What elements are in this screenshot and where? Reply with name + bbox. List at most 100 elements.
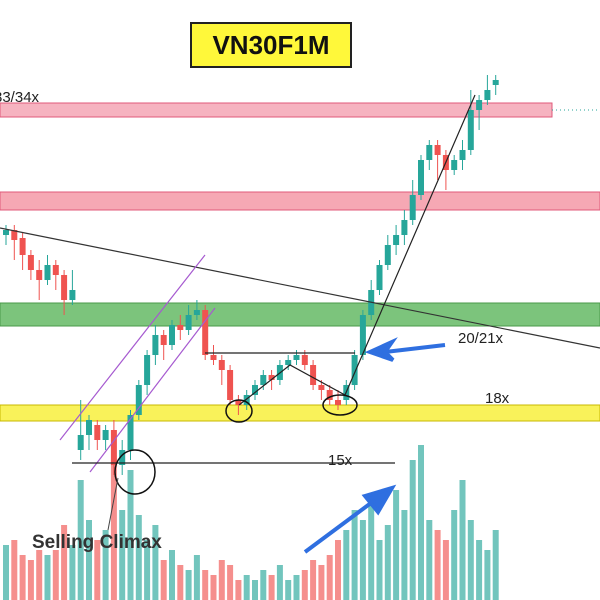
volume-bar (434, 530, 441, 600)
volume-bar (86, 520, 92, 600)
candle-body (318, 385, 325, 390)
candle-body (218, 360, 225, 370)
support-zone (0, 302, 600, 327)
candle-body (326, 390, 333, 400)
annotation: 20/21x (458, 330, 504, 347)
volume-bar (260, 570, 267, 600)
volume-bar (227, 565, 234, 600)
candle-body (127, 415, 134, 450)
volume-bar (27, 560, 34, 600)
candle-body (185, 315, 192, 330)
candle-body (459, 150, 466, 160)
candle-body (52, 265, 59, 275)
volume-bar (160, 560, 167, 600)
candle-body (19, 238, 26, 255)
annotation: 18x (485, 390, 510, 407)
volume-bar (285, 580, 292, 600)
volume-bar (335, 540, 341, 600)
candle-body (202, 310, 209, 355)
volume-bar (11, 540, 18, 600)
volume-bar (343, 530, 350, 600)
candle-body (11, 230, 18, 240)
volume-bar (235, 580, 242, 600)
candle-body (102, 430, 109, 440)
candle-body (69, 290, 76, 300)
candle-body (252, 385, 258, 395)
volume-bar (451, 510, 458, 600)
volume-bar (418, 445, 424, 600)
candle-body (135, 385, 142, 415)
volume-bar (69, 545, 76, 600)
circle-mark (225, 399, 253, 423)
volume-bar (252, 580, 258, 600)
candle-body (27, 255, 34, 270)
arrow (364, 337, 446, 362)
candle-body (351, 355, 358, 385)
candle-body (169, 325, 175, 345)
candle-body (260, 375, 267, 385)
candle-body (110, 430, 117, 465)
candle-body (418, 160, 424, 195)
volume-bar (484, 550, 491, 600)
candle-body (160, 335, 167, 345)
volume (3, 445, 499, 600)
volume-bar (301, 570, 308, 600)
volume-bar (52, 550, 59, 600)
volume-bar (36, 550, 43, 600)
annotation: Selling Climax (32, 532, 162, 553)
candle-body (401, 220, 408, 235)
volume-bar (442, 540, 449, 600)
candle-body (152, 335, 159, 355)
volume-bar (210, 575, 217, 600)
candle-body (451, 160, 458, 170)
volume-bar (177, 565, 184, 600)
volume-bar (202, 570, 209, 600)
volume-bar (185, 570, 192, 600)
candle-body (409, 195, 416, 220)
candles (3, 75, 499, 475)
candle-body (3, 230, 9, 235)
candle-body (177, 325, 184, 330)
volume-bar (169, 550, 175, 600)
candle-body (285, 360, 292, 365)
volume-bar (110, 460, 117, 600)
volume-bar (351, 510, 358, 600)
volume-bar (401, 510, 408, 600)
candle-body (119, 450, 126, 465)
volume-bar (359, 520, 366, 600)
volume-bar (459, 480, 466, 600)
volume-bar (135, 515, 142, 600)
candle-body (492, 80, 499, 85)
volume-bar (268, 575, 275, 600)
pointer-line (107, 477, 119, 531)
candle-body (243, 395, 250, 405)
trend-line (0, 227, 600, 349)
candle-body (476, 100, 483, 110)
volume-bar (467, 520, 474, 600)
volume-bar (376, 540, 383, 600)
volume-bar (476, 540, 483, 600)
candle-body (359, 315, 366, 355)
candle-body (384, 245, 391, 265)
title-box (190, 22, 352, 68)
path-line (238, 94, 476, 406)
candle-body (335, 400, 341, 405)
annotation: 33/34x (0, 89, 40, 106)
circle-mark (322, 394, 358, 416)
volume-bar (326, 555, 333, 600)
volume-bar (393, 490, 400, 600)
volume-bar (318, 565, 325, 600)
candle-body (301, 355, 308, 365)
candle-body (467, 110, 474, 150)
volume-bar (61, 525, 68, 600)
volume-bar (384, 525, 391, 600)
candle-body (36, 270, 43, 280)
arrow (303, 484, 397, 554)
zones (0, 102, 600, 422)
channel-line (59, 254, 206, 441)
volume-bar (368, 500, 375, 600)
volume-bar (426, 520, 433, 600)
volume-bar (409, 460, 416, 600)
volume-bar (310, 560, 317, 600)
